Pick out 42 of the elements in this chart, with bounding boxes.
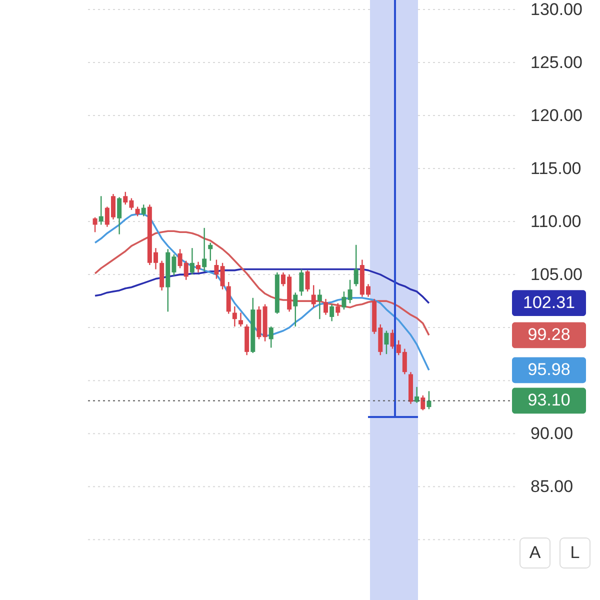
candlestick: [330, 304, 334, 322]
line-series: [94, 230, 430, 336]
y-tick-label: 120.00: [530, 106, 582, 126]
candlestick: [311, 284, 316, 308]
y-tick-label: 125.00: [530, 53, 582, 72]
y-tick-label: 130.00: [530, 0, 582, 20]
candlestick: [305, 270, 310, 292]
candlestick: [299, 268, 304, 296]
candlestick: [324, 298, 328, 316]
y-tick-label: 115.00: [530, 159, 582, 178]
candlestick: [293, 292, 298, 328]
text: L: [570, 543, 580, 562]
candlestick: [268, 326, 274, 348]
candlestick: [348, 279, 352, 304]
candlestick: [117, 196, 122, 235]
y-tick-label: 90.00: [530, 424, 574, 444]
candlestick: [426, 390, 432, 410]
candlestick: [214, 259, 219, 280]
text: A: [529, 543, 542, 562]
y-tick-label: 105.00: [530, 265, 582, 284]
candlestick: [238, 312, 243, 328]
candlestick: [208, 242, 213, 262]
candlestick: [232, 306, 237, 328]
candlestick: [141, 204, 146, 217]
candlestick: [354, 244, 358, 287]
candlestick: [420, 394, 426, 411]
candlestick: [135, 206, 140, 217]
text: 95.98: [528, 360, 570, 380]
y-tick-label: 110.00: [530, 212, 582, 232]
candlestick: [92, 216, 98, 233]
candlestick: [336, 302, 340, 316]
candlestick: [342, 290, 346, 310]
candlestick: [317, 288, 322, 320]
candlestick: [220, 262, 225, 290]
ref-line-label: 93.10: [528, 390, 570, 410]
text: 102.31: [523, 293, 575, 312]
candlestick: [98, 196, 104, 226]
candlestick: [190, 247, 194, 276]
y-tick-label: 85.00: [530, 477, 574, 496]
candlestick: [202, 227, 207, 272]
text: 99.28: [528, 325, 570, 344]
candlestick: [196, 261, 200, 274]
